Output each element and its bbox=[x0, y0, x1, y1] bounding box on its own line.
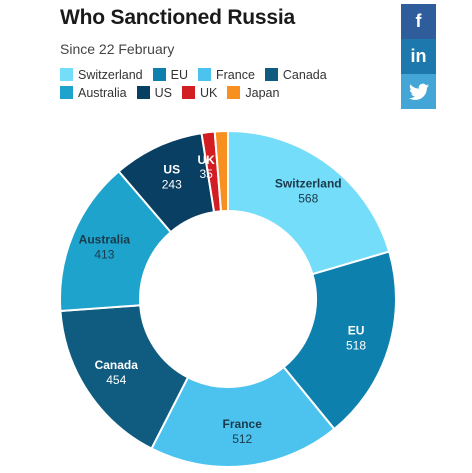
slice-name: Canada bbox=[95, 358, 139, 372]
linkedin-share-button[interactable]: in bbox=[401, 39, 436, 74]
slice-name: Japan bbox=[205, 150, 240, 164]
slice-value: 454 bbox=[106, 373, 126, 387]
slice-name: Switzerland bbox=[275, 177, 342, 191]
chart-title: Who Sanctioned Russia bbox=[60, 6, 295, 29]
social-share-bar: f in bbox=[401, 4, 436, 109]
slice-value: 568 bbox=[298, 192, 318, 206]
legend: Switzerland EU France Canada Australia US UK Ja… bbox=[60, 67, 360, 100]
slice-value: 35 bbox=[216, 165, 230, 179]
slice-label-france: France 512 bbox=[223, 417, 263, 446]
twitter-icon bbox=[408, 83, 429, 100]
legend-item-australia[interactable]: Australia bbox=[60, 85, 127, 100]
legend-label: Switzerland bbox=[78, 67, 143, 82]
legend-label: Australia bbox=[78, 85, 127, 100]
legend-swatch bbox=[152, 68, 166, 81]
legend-item-us[interactable]: US bbox=[136, 85, 173, 100]
slice-value: 243 bbox=[162, 177, 182, 191]
legend-item-japan[interactable]: Japan bbox=[227, 85, 279, 100]
legend-item-switzerland[interactable]: Switzerland bbox=[60, 67, 143, 82]
legend-swatch bbox=[182, 86, 196, 99]
slice-name: UK bbox=[197, 153, 215, 167]
legend-swatch bbox=[198, 68, 211, 81]
legend-item-canada[interactable]: Canada bbox=[264, 67, 327, 82]
slice-name: France bbox=[223, 417, 263, 431]
slice-eu[interactable] bbox=[282, 250, 397, 431]
slice-name: US bbox=[163, 162, 180, 176]
slice-label-switzerland: Switzerland 568 bbox=[275, 177, 342, 206]
legend-item-eu[interactable]: EU bbox=[152, 67, 188, 82]
legend-label: UK bbox=[200, 85, 218, 100]
slice-label-uk: UK 35 bbox=[197, 153, 215, 181]
slice-label-canada: Canada 454 bbox=[95, 358, 139, 387]
legend-label: EU bbox=[170, 67, 188, 82]
slice-name: EU bbox=[348, 324, 365, 338]
legend-label: US bbox=[154, 85, 173, 100]
legend-item-france[interactable]: France bbox=[198, 67, 255, 82]
linkedin-icon: in bbox=[410, 46, 427, 66]
slice-value: 512 bbox=[232, 432, 252, 446]
slice-switzerland[interactable] bbox=[227, 129, 391, 276]
legend-swatch bbox=[227, 86, 241, 99]
slice-value: 518 bbox=[346, 339, 366, 353]
legend-swatch bbox=[136, 86, 150, 99]
facebook-icon: f bbox=[415, 11, 422, 31]
slice-france[interactable] bbox=[150, 365, 336, 468]
slice-label-eu: EU 518 bbox=[346, 324, 366, 353]
slice-japan[interactable] bbox=[213, 129, 229, 213]
chart-subtitle: Since 22 February bbox=[60, 41, 175, 57]
twitter-share-button[interactable] bbox=[401, 74, 436, 109]
legend-item-uk[interactable]: UK bbox=[182, 85, 217, 100]
slice-value: 413 bbox=[94, 247, 114, 261]
legend-swatch bbox=[60, 86, 73, 99]
slice-label-us: US 243 bbox=[162, 162, 182, 191]
legend-label: Japan bbox=[245, 85, 280, 100]
slice-value: 35 bbox=[199, 167, 213, 181]
slice-name: Australia bbox=[79, 232, 131, 246]
legend-label: Canada bbox=[282, 67, 327, 82]
legend-swatch bbox=[264, 68, 278, 81]
legend-label: France bbox=[216, 67, 255, 82]
facebook-share-button[interactable]: f bbox=[401, 4, 436, 39]
slice-label-australia: Australia 413 bbox=[79, 232, 131, 261]
legend-swatch bbox=[60, 68, 73, 81]
